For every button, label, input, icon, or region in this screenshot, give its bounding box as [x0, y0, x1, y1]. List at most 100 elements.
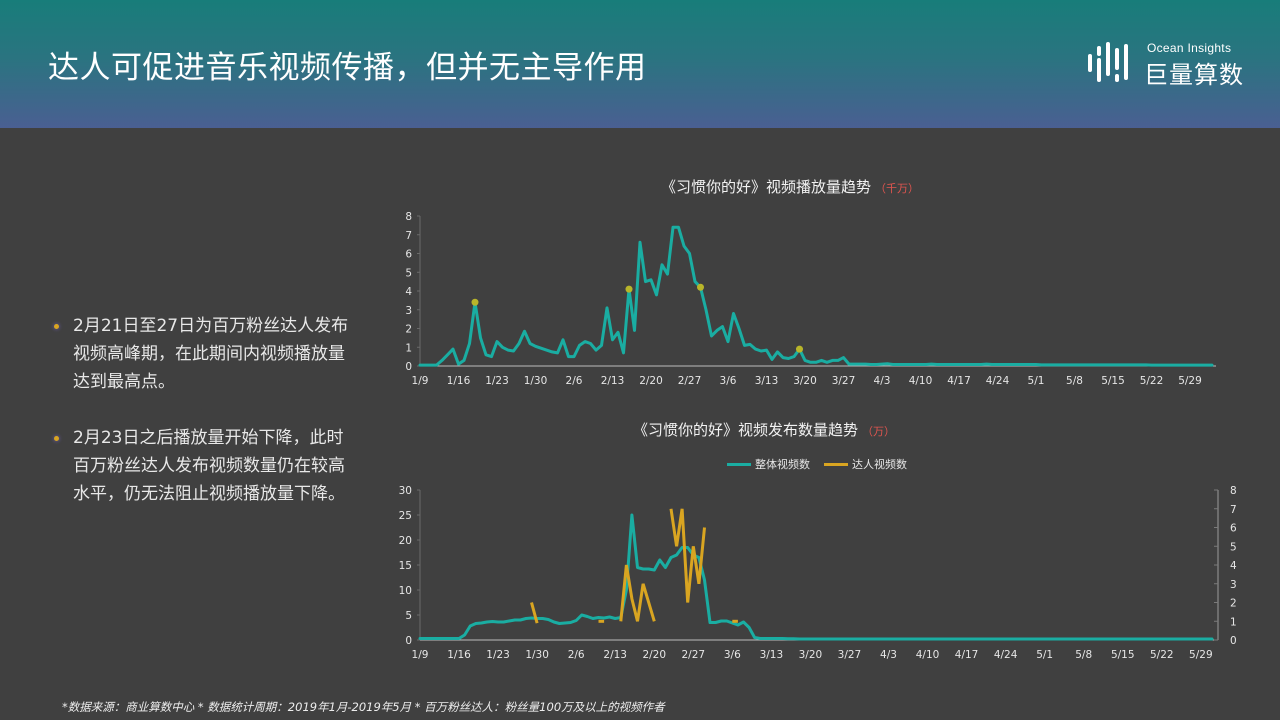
bullet-dot-icon — [54, 436, 59, 441]
peak-marker-icon — [697, 283, 704, 291]
x-tick-label: 4/3 — [880, 649, 897, 661]
y-right-tick-label: 3 — [1230, 579, 1237, 591]
series-line — [418, 225, 1214, 367]
chart-title-posts: 《习惯你的好》视频发布数量趋势 （万） — [633, 419, 895, 440]
x-tick-label: 4/24 — [986, 375, 1010, 387]
x-tick-label: 3/20 — [799, 649, 823, 661]
y-tick-label: 5 — [405, 610, 412, 622]
legend-label: 达人视频数 — [852, 458, 907, 471]
chart-title-text: 《习惯你的好》视频发布数量趋势 — [633, 421, 859, 439]
y-right-tick-label: 2 — [1230, 598, 1237, 610]
legend-line-icon — [727, 462, 751, 466]
x-tick-label: 3/27 — [832, 375, 856, 387]
x-tick-label: 5/29 — [1178, 375, 1202, 387]
y-tick-label: 25 — [399, 510, 412, 522]
plays-line-chart: 0 1 2 3 4 5 6 7 8 1/9 1/16 1/23 1/30 2/6 2/13 2/20 2/27 3… — [405, 211, 1216, 387]
x-tick-label: 4/24 — [994, 649, 1018, 661]
insight-bullet: 2月21日至27日为百万粉丝达人发布视频高峰期，在此期间内视频播放量达到最高点。 — [52, 312, 352, 396]
bullet-text: 2月23日之后播放量开始下降，此时百万粉丝达人发布视频数量仍在较高水平，仍无法阻… — [73, 428, 345, 504]
x-tick-label: 1/9 — [412, 649, 429, 661]
x-tick-label: 4/10 — [909, 375, 933, 387]
y-tick-label: 0 — [405, 635, 412, 647]
x-tick-label: 1/16 — [447, 649, 471, 661]
chart-title-plays: 《习惯你的好》视频播放量趋势 （千万） — [661, 176, 919, 197]
legend-line-icon — [824, 462, 848, 466]
x-tick-label: 5/8 — [1075, 649, 1092, 661]
y-right-tick-label: 1 — [1230, 616, 1237, 628]
legend-item-influencer: 达人视频数 — [824, 456, 907, 472]
y-tick-label: 7 — [405, 230, 412, 242]
x-tick-label: 5/22 — [1140, 375, 1164, 387]
x-tick-label: 3/6 — [720, 375, 737, 387]
bullet-text: 2月21日至27日为百万粉丝达人发布视频高峰期，在此期间内视频播放量达到最高点。 — [73, 316, 349, 392]
x-tick-label: 4/10 — [916, 649, 940, 661]
y-right-tick-label: 0 — [1230, 635, 1237, 647]
x-tick-label: 2/6 — [568, 649, 585, 661]
x-tick-label: 3/27 — [838, 649, 862, 661]
peak-marker-icon — [796, 345, 803, 353]
y-tick-label: 3 — [405, 305, 412, 317]
page-title: 达人可促进音乐视频传播，但并无主导作用 — [48, 50, 647, 86]
y-tick-label: 1 — [405, 342, 412, 354]
x-tick-label: 5/29 — [1189, 649, 1213, 661]
chart-unit: （千万） — [875, 182, 920, 195]
y-tick-label: 30 — [399, 485, 412, 497]
x-tick-label: 3/6 — [724, 649, 741, 661]
chart-title-text: 《习惯你的好》视频播放量趋势 — [661, 178, 872, 196]
chart-legend: 整体视频数 达人视频数 — [727, 456, 921, 472]
chart-unit: （万） — [862, 425, 896, 438]
peak-marker-icon — [625, 285, 633, 293]
bullet-dot-icon — [54, 324, 59, 329]
series-line-influencer — [669, 508, 706, 603]
y-right-tick-label: 5 — [1230, 541, 1237, 553]
legend-label: 整体视频数 — [755, 458, 810, 471]
x-tick-label: 5/1 — [1028, 375, 1045, 387]
y-tick-label: 6 — [405, 249, 412, 261]
y-right-tick-label: 4 — [1230, 560, 1237, 572]
logo-english-text: Ocean Insights — [1147, 41, 1232, 55]
x-tick-label: 5/8 — [1066, 375, 1083, 387]
x-tick-label: 1/30 — [525, 649, 549, 661]
x-tick-label: 2/6 — [566, 375, 583, 387]
x-tick-label: 1/30 — [524, 375, 548, 387]
y-tick-label: 15 — [399, 560, 412, 572]
brand-logo: Ocean Insights 巨量算数 — [1086, 38, 1266, 89]
insight-bullets: 2月21日至27日为百万粉丝达人发布视频高峰期，在此期间内视频播放量达到最高点。… — [52, 312, 352, 508]
x-tick-label: 5/15 — [1111, 649, 1135, 661]
x-tick-label: 2/13 — [603, 649, 627, 661]
legend-item-total: 整体视频数 — [727, 456, 810, 472]
y-tick-label: 10 — [399, 585, 412, 597]
header-banner: 达人可促进音乐视频传播，但并无主导作用 Ocean Insights 巨量算数 — [0, 0, 1280, 128]
x-tick-label: 4/17 — [955, 649, 979, 661]
series-line — [418, 513, 1214, 641]
x-tick-label: 2/27 — [681, 649, 705, 661]
x-tick-label: 1/9 — [412, 375, 429, 387]
x-tick-label: 2/20 — [642, 649, 666, 661]
series-line-influencer — [530, 602, 539, 624]
x-tick-label: 1/23 — [485, 375, 509, 387]
x-tick-label: 3/13 — [755, 375, 779, 387]
x-tick-label: 1/23 — [486, 649, 510, 661]
y-right-tick-label: 8 — [1230, 485, 1237, 497]
series-line-influencer — [619, 564, 656, 622]
footnote: *数据来源：商业算数中心 * 数据统计周期：2019年1月-2019年5月 * … — [62, 700, 665, 714]
y-tick-label: 2 — [405, 324, 412, 336]
x-tick-label: 4/17 — [947, 375, 971, 387]
y-tick-label: 4 — [405, 286, 412, 298]
y-tick-label: 20 — [399, 535, 412, 547]
y-right-tick-label: 7 — [1230, 504, 1237, 516]
y-tick-label: 0 — [405, 361, 412, 373]
x-tick-label: 5/1 — [1036, 649, 1053, 661]
y-tick-label: 8 — [405, 211, 412, 223]
x-tick-label: 2/13 — [601, 375, 625, 387]
x-tick-label: 3/20 — [793, 375, 817, 387]
y-right-tick-label: 6 — [1230, 523, 1237, 535]
x-tick-label: 1/16 — [447, 375, 471, 387]
peak-marker-icon — [471, 298, 479, 306]
logo-chinese-text: 巨量算数 — [1144, 61, 1244, 89]
y-tick-label: 5 — [405, 267, 412, 279]
x-tick-label: 3/13 — [760, 649, 784, 661]
insight-bullet: 2月23日之后播放量开始下降，此时百万粉丝达人发布视频数量仍在较高水平，仍无法阻… — [52, 424, 352, 508]
x-tick-label: 4/3 — [874, 375, 891, 387]
